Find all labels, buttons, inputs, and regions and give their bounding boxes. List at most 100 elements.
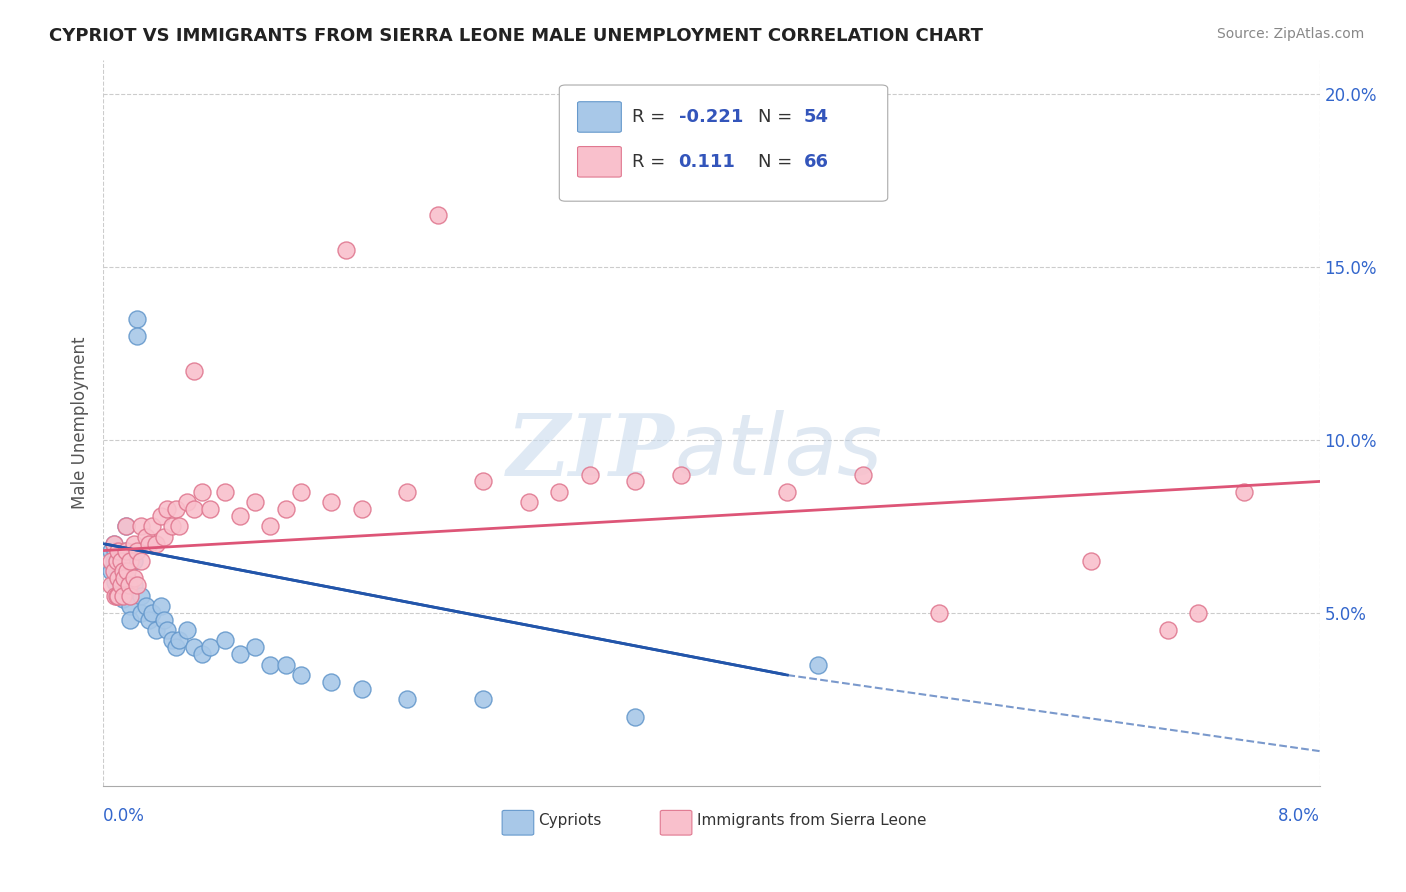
Point <box>122 578 145 592</box>
Y-axis label: Male Unemployment: Male Unemployment <box>72 336 89 509</box>
Text: Cypriots: Cypriots <box>538 813 602 828</box>
Point <box>259 519 281 533</box>
Point <box>1080 554 1102 568</box>
Point <box>214 633 236 648</box>
Point <box>141 519 163 533</box>
Text: Source: ZipAtlas.com: Source: ZipAtlas.com <box>1216 27 1364 41</box>
Point <box>160 519 183 533</box>
Text: Immigrants from Sierra Leone: Immigrants from Sierra Leone <box>697 813 927 828</box>
Text: N =: N = <box>758 153 797 170</box>
Text: CYPRIOT VS IMMIGRANTS FROM SIERRA LEONE MALE UNEMPLOYMENT CORRELATION CHART: CYPRIOT VS IMMIGRANTS FROM SIERRA LEONE … <box>49 27 983 45</box>
Point <box>578 467 600 482</box>
Point <box>191 484 214 499</box>
Point <box>321 675 343 690</box>
Point <box>104 589 127 603</box>
Point <box>110 561 132 575</box>
Point <box>145 536 167 550</box>
Point <box>321 495 343 509</box>
Text: 8.0%: 8.0% <box>1278 807 1320 825</box>
Point <box>472 692 495 706</box>
Point <box>1156 623 1178 637</box>
Point <box>624 475 647 489</box>
Point <box>111 589 134 603</box>
Point <box>120 599 142 613</box>
Point <box>115 519 138 533</box>
Point <box>138 536 160 550</box>
Point <box>112 571 135 585</box>
Text: N =: N = <box>758 108 797 126</box>
Point <box>120 554 142 568</box>
Text: ZIP: ZIP <box>508 410 675 493</box>
Point <box>117 564 139 578</box>
Point <box>118 589 141 603</box>
Point <box>125 578 148 592</box>
Text: 66: 66 <box>804 153 828 170</box>
Point <box>165 502 187 516</box>
Point <box>105 564 128 578</box>
Point <box>290 484 312 499</box>
Text: atlas: atlas <box>675 410 883 493</box>
Point <box>100 564 122 578</box>
Point <box>120 613 142 627</box>
Point <box>156 623 179 637</box>
Point <box>111 571 134 585</box>
Point <box>335 243 357 257</box>
Point <box>183 640 205 655</box>
Point <box>117 571 139 585</box>
Point <box>138 613 160 627</box>
Point <box>129 554 152 568</box>
Point <box>129 606 152 620</box>
Point <box>153 530 176 544</box>
Point <box>176 623 198 637</box>
Point <box>176 495 198 509</box>
Point <box>350 502 373 516</box>
Point <box>107 589 129 603</box>
Point <box>107 589 129 603</box>
Text: R =: R = <box>633 153 678 170</box>
Point <box>107 554 129 568</box>
Point <box>776 484 799 499</box>
Point <box>100 543 122 558</box>
Text: R =: R = <box>633 108 671 126</box>
Point <box>153 613 176 627</box>
Point <box>120 589 142 603</box>
Point <box>274 502 297 516</box>
Point <box>396 484 419 499</box>
FancyBboxPatch shape <box>661 811 692 835</box>
Point <box>191 648 214 662</box>
Point <box>103 536 125 550</box>
Point <box>160 633 183 648</box>
Point <box>125 329 148 343</box>
Point <box>111 564 134 578</box>
Point <box>624 709 647 723</box>
Point <box>149 508 172 523</box>
Point <box>1232 484 1254 499</box>
Point <box>852 467 875 482</box>
Point <box>129 589 152 603</box>
Point <box>274 657 297 672</box>
Point <box>110 578 132 592</box>
Point <box>110 554 132 568</box>
Point <box>426 208 449 222</box>
Point <box>122 571 145 585</box>
Text: 0.0%: 0.0% <box>103 807 145 825</box>
Point <box>149 599 172 613</box>
Point <box>198 502 221 516</box>
Point <box>107 571 129 585</box>
Point <box>105 554 128 568</box>
Point <box>396 692 419 706</box>
Point <box>548 484 571 499</box>
FancyBboxPatch shape <box>578 102 621 132</box>
Point <box>129 519 152 533</box>
Point <box>165 640 187 655</box>
Point <box>122 536 145 550</box>
Point <box>100 554 122 568</box>
Point <box>243 495 266 509</box>
Point <box>1187 606 1209 620</box>
Point <box>107 543 129 558</box>
Point <box>104 574 127 589</box>
Point <box>115 543 138 558</box>
Point <box>183 502 205 516</box>
Point <box>290 668 312 682</box>
Point <box>141 606 163 620</box>
